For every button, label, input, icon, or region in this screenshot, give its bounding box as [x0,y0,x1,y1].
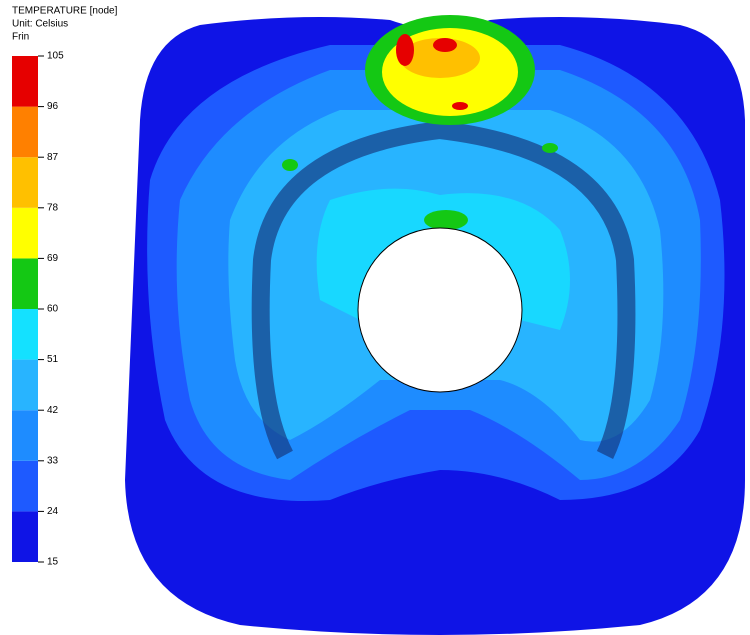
legend-band [12,511,38,562]
legend-tick-label: 69 [47,253,59,264]
legend-band [12,309,38,360]
hole [357,227,523,393]
legend-band [12,157,38,208]
legend-tick-label: 15 [47,557,59,568]
model [125,15,745,635]
legend-tick-label: 24 [47,506,59,517]
legend-band [12,207,38,259]
legend-tick-label: 96 [47,101,59,112]
legend-unit: Unit: Celsius [12,19,68,30]
hot-red [396,34,414,66]
legend-label: Frin [12,32,29,43]
legend-band [12,56,38,107]
legend-tick-label: 33 [47,455,59,466]
warm-spot [282,159,298,171]
legend-tick-label: 42 [47,405,59,416]
legend-tick-label: 60 [47,304,59,315]
legend-title: TEMPERATURE [node] [12,6,118,17]
legend-band [12,460,38,512]
hot-red [452,102,468,110]
legend: TEMPERATURE [node] Unit: Celsius Frin 15… [12,6,118,568]
warm-spot [424,210,468,230]
legend-tick-label: 105 [47,51,64,62]
legend-tick-label: 87 [47,152,59,163]
legend-tick-label: 51 [47,354,59,365]
u-band [251,120,636,460]
legend-band [12,359,38,411]
hot-red [433,38,457,52]
legend-band [12,106,38,158]
warm-spot [542,143,558,153]
legend-band [12,410,38,461]
hot-orange [400,38,480,78]
legend-band [12,258,38,309]
legend-tick-label: 78 [47,202,59,213]
